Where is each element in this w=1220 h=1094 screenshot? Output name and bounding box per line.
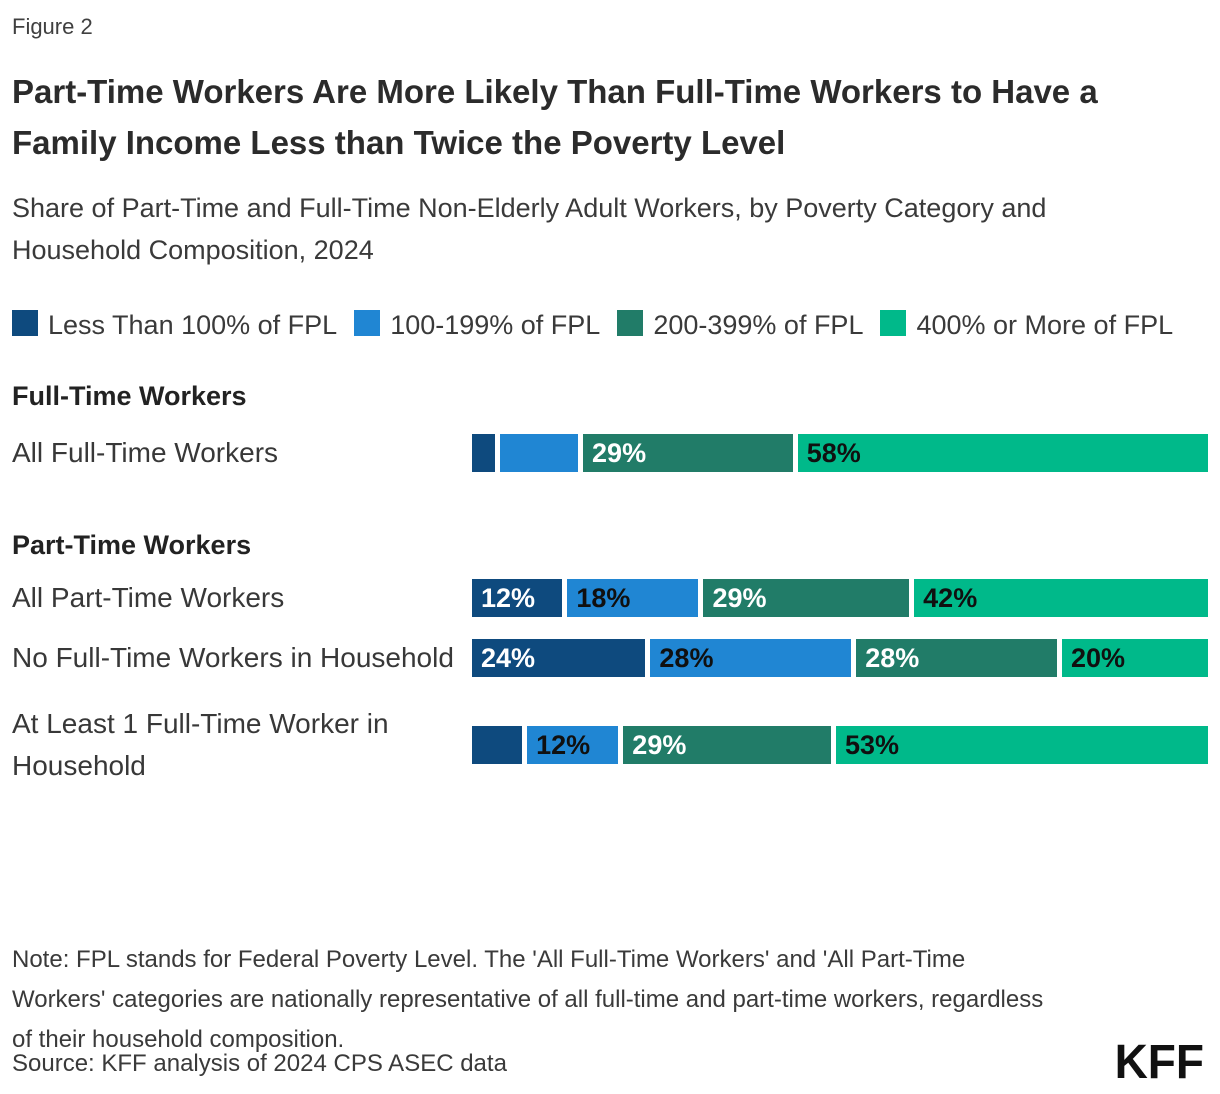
bar-segment bbox=[472, 433, 495, 472]
section-header: Part-Time Workers bbox=[12, 529, 252, 560]
bar-segment: 28% bbox=[650, 638, 852, 677]
stacked-bar: 12% 18% 29% 42% bbox=[472, 578, 1208, 617]
bar-segment: 42% bbox=[914, 578, 1208, 617]
bar-segment: 18% bbox=[567, 578, 699, 617]
legend-item: 100-199% of FPL bbox=[354, 309, 601, 340]
chart-row: At Least 1 Full-Time Worker in Household… bbox=[12, 703, 1208, 787]
legend-label: 200-399% of FPL bbox=[653, 309, 864, 340]
bar-segment: 29% bbox=[623, 725, 831, 764]
chart-title: Part-Time Workers Are More Likely Than F… bbox=[12, 73, 1098, 162]
row-label: At Least 1 Full-Time Worker in Household bbox=[12, 707, 389, 781]
legend-swatch-icon bbox=[617, 309, 644, 336]
legend-item: Less Than 100% of FPL bbox=[12, 309, 338, 340]
bar-segment: 53% bbox=[835, 725, 1208, 764]
chart-row: All Part-Time Workers 12% 18% 29% 42% bbox=[12, 577, 1208, 619]
legend-swatch-icon bbox=[880, 309, 907, 336]
legend-swatch-icon bbox=[354, 309, 381, 336]
stacked-bar: 24% 28% 28% 20% bbox=[472, 638, 1208, 677]
source-text: Source: KFF analysis of 2024 CPS ASEC da… bbox=[12, 1050, 507, 1077]
bar-segment: 28% bbox=[856, 638, 1057, 677]
bar-segment bbox=[472, 725, 523, 764]
note-text: Note: FPL stands for Federal Poverty Lev… bbox=[12, 946, 1044, 1053]
stacked-bar: 12% 29% 53% bbox=[472, 725, 1208, 764]
legend-item: 200-399% of FPL bbox=[617, 309, 864, 340]
chart-row: All Full-Time Workers 29% 58% bbox=[12, 432, 1208, 474]
bar-segment bbox=[499, 433, 579, 472]
section-header: Full-Time Workers bbox=[12, 380, 247, 411]
bar-segment: 20% bbox=[1062, 638, 1208, 677]
legend-label: 400% or More of FPL bbox=[916, 309, 1174, 340]
bar-segment: 24% bbox=[472, 638, 646, 677]
legend-item: 400% or More of FPL bbox=[880, 309, 1174, 340]
row-label: All Part-Time Workers bbox=[12, 581, 285, 613]
bar-segment: 58% bbox=[797, 433, 1208, 472]
legend-label: Less Than 100% of FPL bbox=[48, 309, 338, 340]
chart-subtitle: Share of Part-Time and Full-Time Non-Eld… bbox=[12, 193, 1047, 266]
row-label: No Full-Time Workers in Household bbox=[12, 641, 454, 673]
stacked-bar: 29% 58% bbox=[472, 433, 1208, 472]
chart-sections: Full-Time Workers All Full-Time Workers 29… bbox=[12, 381, 1208, 787]
legend-swatch-icon bbox=[12, 309, 38, 336]
chart-row: No Full-Time Workers in Household 24% 28% 2… bbox=[12, 637, 1208, 679]
bar-segment: 29% bbox=[583, 433, 793, 472]
bar-segment: 29% bbox=[703, 578, 910, 617]
row-label: All Full-Time Workers bbox=[12, 436, 279, 468]
figure-label: Figure 2 bbox=[12, 14, 93, 39]
legend-label: 100-199% of FPL bbox=[390, 309, 601, 340]
bar-segment: 12% bbox=[527, 725, 619, 764]
kff-logo: KFF bbox=[1114, 1033, 1204, 1089]
bar-segment: 12% bbox=[472, 578, 563, 617]
legend: Less Than 100% of FPL 100-199% of FPL 200-… bbox=[12, 297, 1208, 354]
